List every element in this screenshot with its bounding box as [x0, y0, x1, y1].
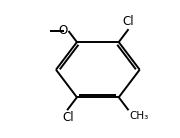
Text: Cl: Cl [62, 111, 74, 124]
Text: O: O [58, 24, 67, 37]
Text: CH₃: CH₃ [129, 111, 148, 121]
Text: Cl: Cl [123, 15, 134, 28]
